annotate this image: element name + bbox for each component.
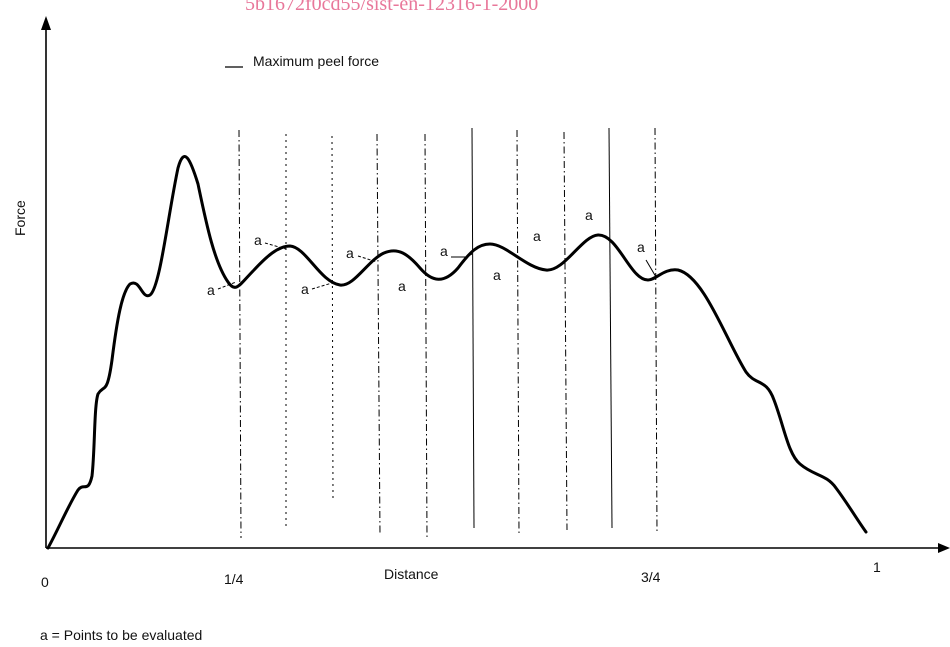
tick-label-three-quarters: 3/4 — [641, 569, 661, 585]
point-leader — [311, 282, 333, 290]
tick-label-three-quarters-frac: 3/4 — [641, 569, 661, 585]
grid-line — [331, 135, 334, 501]
point-leader — [217, 281, 237, 290]
tick-label-quarter-frac: 1/4 — [224, 571, 244, 587]
grid-line — [516, 129, 520, 535]
grid-line — [563, 131, 568, 531]
point-label: a — [207, 282, 215, 298]
x-axis-label: Distance — [384, 566, 439, 582]
point-label: a — [254, 232, 262, 248]
point-label: a — [346, 245, 354, 261]
evaluation-points: a a a a a a a a a a — [207, 207, 657, 298]
grid-line — [654, 127, 658, 535]
x-axis-arrow — [938, 543, 950, 553]
point-label: a — [637, 239, 645, 255]
tick-label-0: 0 — [41, 574, 49, 590]
grid-line — [238, 129, 242, 539]
point-label: a — [398, 278, 406, 294]
tick-label-quarter: 1/4 — [224, 571, 244, 587]
max-peel-force-label: Maximum peel force — [253, 53, 379, 69]
point-leader — [645, 259, 657, 278]
watermark-text: 5b1672f0cd55/sist-en-12316-1-2000 — [245, 0, 538, 15]
point-leader — [264, 242, 287, 250]
point-leader — [451, 253, 473, 258]
point-label: a — [493, 267, 501, 283]
force-distance-curve — [46, 155, 868, 550]
point-label: a — [301, 281, 309, 297]
evaluation-grid — [238, 127, 658, 539]
axes — [41, 16, 950, 553]
point-label: a — [585, 207, 593, 223]
grid-line — [608, 127, 613, 529]
y-axis-label: Force — [12, 200, 28, 236]
point-leader — [357, 255, 378, 263]
points-note: a = Points to be evaluated — [40, 627, 202, 643]
grid-line — [376, 133, 381, 536]
grid-line — [471, 127, 475, 529]
point-label: a — [440, 243, 448, 259]
tick-label-1: 1 — [873, 559, 881, 575]
point-label: a — [533, 228, 541, 244]
y-axis-arrow — [41, 16, 51, 30]
grid-line — [424, 133, 428, 539]
